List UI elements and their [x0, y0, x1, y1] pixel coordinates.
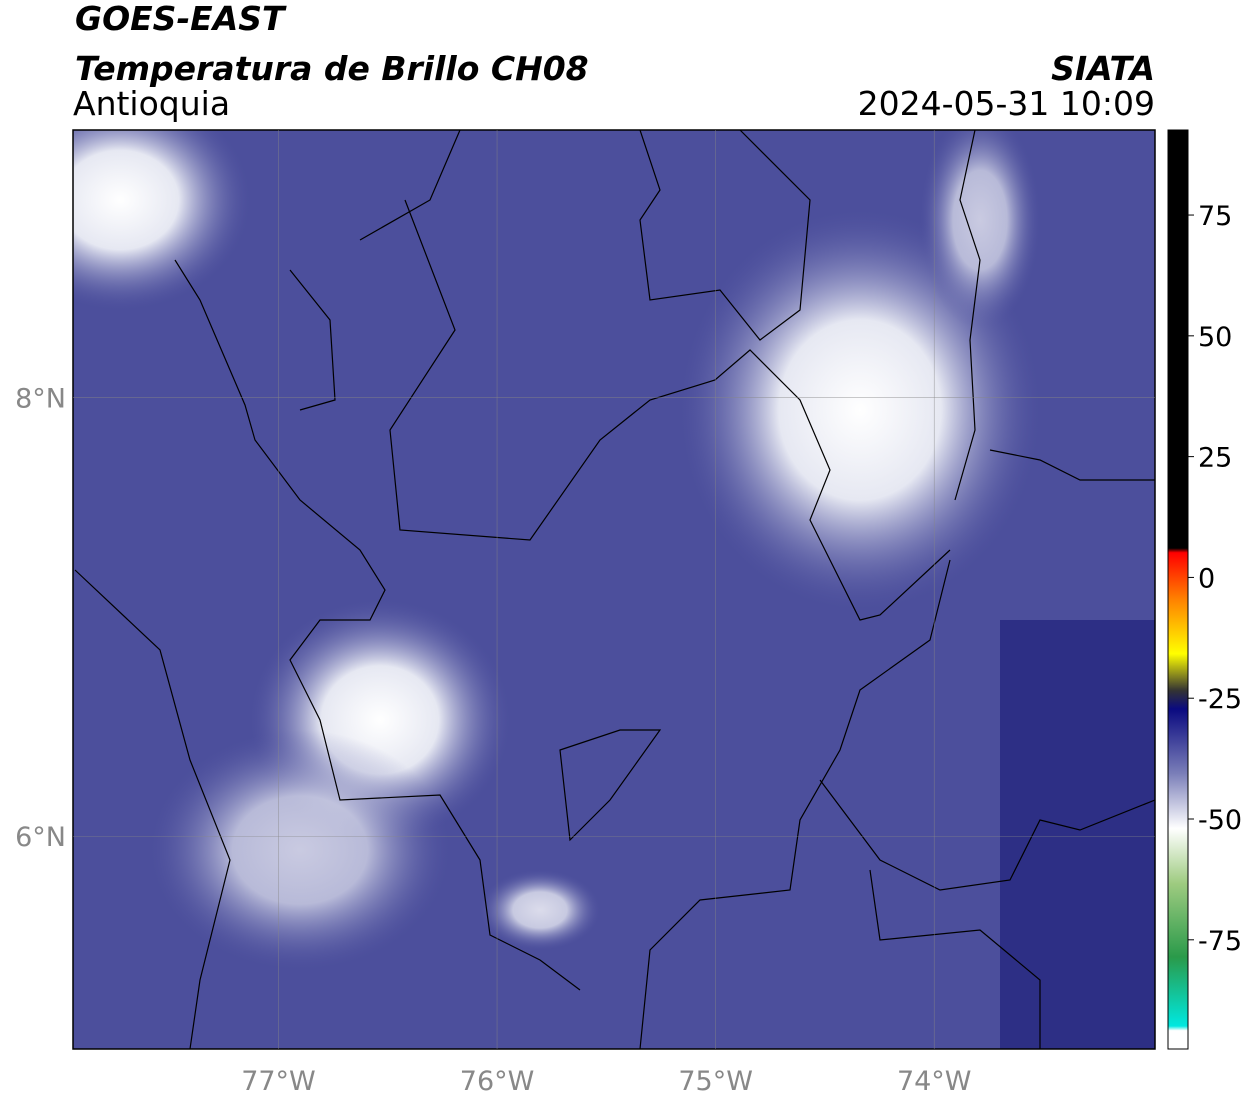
colorbar-tick-label: -50 — [1198, 805, 1242, 836]
title: GOES-EAST — [75, 0, 287, 38]
colorbar-tick-label: -25 — [1198, 684, 1242, 715]
colorbar-tick-label: 75 — [1198, 201, 1232, 232]
colorbar — [1167, 129, 1189, 1050]
datetime: 2024-05-31 10:09 — [858, 84, 1155, 123]
lon-tick-label: 77°W — [241, 1066, 316, 1097]
lat-tick-label: 8°N — [15, 384, 66, 415]
colorbar-tick-label: -75 — [1198, 926, 1242, 957]
lon-tick-label: 75°W — [678, 1066, 753, 1097]
map-image — [73, 130, 1155, 1049]
lat-tick-label: 6°N — [15, 822, 66, 853]
source: SIATA — [1051, 49, 1155, 88]
lon-tick-label: 76°W — [460, 1066, 535, 1097]
lon-tick-label: 74°W — [897, 1066, 972, 1097]
colorbar-tick-label: 0 — [1198, 563, 1215, 594]
map-frame — [72, 129, 1156, 1050]
subtitle: Temperatura de Brillo CH08 — [75, 49, 589, 88]
region: Antioquia — [73, 84, 230, 123]
colorbar-tick-label: 50 — [1198, 322, 1232, 353]
colorbar-tick-label: 25 — [1198, 443, 1232, 474]
